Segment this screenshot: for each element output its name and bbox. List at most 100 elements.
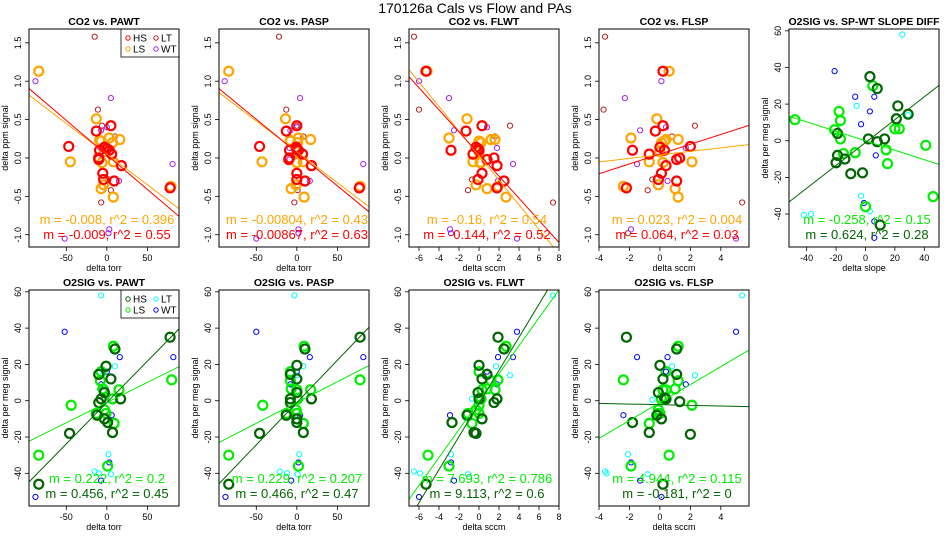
- data-point-hs: [643, 148, 655, 160]
- panel-title: O2SIG vs. FLSP: [634, 277, 713, 289]
- data-point-ls: [305, 133, 317, 146]
- data-point-lt: [668, 363, 676, 370]
- data-point-wt: [513, 328, 521, 335]
- data-point-wt: [450, 477, 458, 484]
- fit-annotation-ls: m = 0.229, r^2 = 0.207: [232, 471, 362, 486]
- data-point-wt: [852, 93, 859, 100]
- data-point-hs: [353, 182, 365, 194]
- data-point-hs: [657, 373, 669, 385]
- data-point-ls: [657, 156, 669, 169]
- data-point-ls: [500, 191, 512, 203]
- data-point-hs: [97, 173, 110, 186]
- data-point-hs: [660, 160, 672, 172]
- y-tick-label: 0.0: [13, 152, 23, 165]
- data-point-wt: [871, 93, 878, 100]
- data-point-ls: [651, 113, 663, 125]
- y-axis-label: delta per meg signal: [190, 357, 200, 438]
- data-point-ls: [880, 144, 892, 156]
- data-point-hs: [291, 413, 303, 425]
- x-tick-label: 0: [294, 253, 299, 263]
- data-point-lt: [291, 199, 298, 206]
- y-tick-label: 60: [773, 26, 783, 36]
- y-tick-label: 0.5: [203, 113, 213, 126]
- y-tick-label: 0.0: [393, 152, 403, 165]
- data-point-wt: [221, 78, 228, 85]
- fit-annotation-hs: m = -0.181, r^2 = 0: [622, 486, 731, 501]
- x-tick-label: -20: [830, 253, 843, 263]
- data-point-wt: [169, 160, 176, 168]
- data-point-ls: [354, 374, 366, 386]
- y-tick-label: 1.0: [583, 75, 593, 88]
- data-point-wt: [296, 94, 304, 102]
- data-point-wt: [360, 354, 367, 361]
- data-point-ls: [833, 105, 845, 118]
- data-point-hs: [90, 125, 102, 137]
- x-tick-label: -4: [435, 253, 443, 263]
- y-tick-label: 40: [393, 323, 403, 333]
- data-point-hs: [651, 409, 663, 421]
- data-point-hs: [845, 168, 857, 180]
- data-point-ls: [672, 191, 684, 203]
- x-tick-label: 50: [142, 512, 152, 522]
- data-point-ls: [114, 133, 126, 146]
- y-tick-label: -20: [203, 431, 213, 444]
- data-point-ls: [686, 156, 698, 168]
- data-point-hs: [470, 427, 482, 439]
- data-point-ls: [489, 133, 501, 146]
- data-point-hs: [305, 160, 318, 172]
- data-point-hs: [626, 416, 639, 429]
- data-point-wt: [116, 354, 123, 361]
- data-point-lt: [506, 372, 514, 379]
- x-tick-label: -6: [415, 253, 423, 263]
- data-point-ls: [33, 65, 45, 77]
- data-point-hs: [472, 173, 484, 186]
- data-point-hs: [890, 113, 902, 125]
- data-point-ls: [881, 158, 894, 170]
- data-point-hs: [620, 331, 633, 343]
- data-point-wt: [360, 160, 367, 168]
- scatter-panel: CO2 vs. FLWT -6 -4 -2 0 2 4 6 8 delta sccm -1.0 -0.…: [380, 16, 562, 273]
- y-axis-label: delta ppm signal: [570, 105, 580, 171]
- x-axis-label: delta sccm: [462, 522, 505, 532]
- data-point-lt: [94, 106, 102, 113]
- data-point-hs: [253, 427, 266, 439]
- data-point-wt: [658, 493, 665, 501]
- plot-area: [219, 33, 369, 242]
- y-tick-label: 60: [13, 287, 23, 297]
- data-point-hs: [671, 368, 683, 381]
- x-tick-label: 0: [863, 253, 868, 263]
- legend-label: HS: [133, 34, 147, 45]
- y-axis-label: delta ppm signal: [380, 105, 390, 171]
- data-point-lt: [283, 106, 290, 113]
- data-point-wt: [447, 230, 455, 237]
- data-point-wt: [627, 226, 635, 233]
- data-point-hs: [91, 409, 103, 421]
- data-point-wt: [637, 477, 644, 484]
- data-point-wt: [857, 121, 865, 128]
- y-tick-label: -40: [773, 208, 783, 221]
- data-point-wt: [170, 354, 177, 361]
- fit-annotation-ls: m = -0.00804, r^2 = 0.43: [226, 212, 368, 227]
- data-point-wt: [494, 354, 502, 361]
- fit-annotation-ls: m = 0.023, r^2 = 0.004: [612, 212, 742, 227]
- fit-annotation-ls: m = -0.008, r^2 = 0.396: [40, 212, 175, 227]
- data-point-lt: [601, 468, 609, 475]
- x-tick-label: -40: [800, 253, 813, 263]
- x-axis-label: delta sccm: [652, 522, 695, 532]
- y-axis-label: delta per meg signal: [570, 357, 580, 438]
- data-point-lt: [275, 33, 283, 40]
- y-tick-label: -0.5: [393, 189, 403, 205]
- data-point-hs: [223, 478, 235, 490]
- data-point-ls: [617, 374, 629, 386]
- fit-annotation-ls: m = 0.222, r^2 = 0.2: [49, 471, 165, 486]
- data-point-hs: [878, 133, 891, 145]
- data-point-hs: [106, 426, 119, 439]
- fit-annotation-hs: m = -0.009, r^2 = 0.55: [43, 227, 171, 242]
- data-point-hs: [280, 409, 292, 421]
- data-point-hs: [284, 393, 296, 405]
- data-point-hs: [856, 167, 869, 179]
- data-point-lt: [691, 372, 699, 379]
- x-axis-label: delta torr: [86, 263, 122, 273]
- data-point-hs: [283, 153, 295, 166]
- data-point-ls: [256, 156, 268, 168]
